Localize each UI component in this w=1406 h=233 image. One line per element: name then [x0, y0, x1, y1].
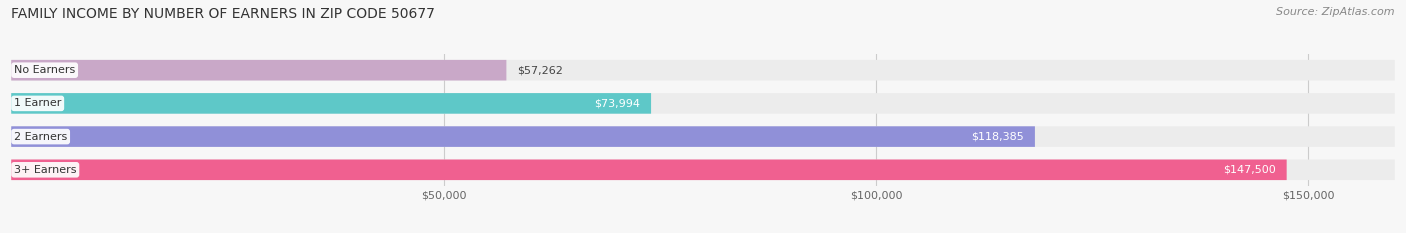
Text: Source: ZipAtlas.com: Source: ZipAtlas.com — [1277, 7, 1395, 17]
Text: $147,500: $147,500 — [1223, 165, 1275, 175]
FancyBboxPatch shape — [11, 60, 506, 80]
FancyBboxPatch shape — [11, 126, 1395, 147]
Text: $118,385: $118,385 — [972, 132, 1024, 142]
Text: $57,262: $57,262 — [517, 65, 564, 75]
FancyBboxPatch shape — [11, 160, 1286, 180]
Text: 1 Earner: 1 Earner — [14, 98, 62, 108]
FancyBboxPatch shape — [11, 93, 651, 114]
FancyBboxPatch shape — [11, 93, 1395, 114]
Text: FAMILY INCOME BY NUMBER OF EARNERS IN ZIP CODE 50677: FAMILY INCOME BY NUMBER OF EARNERS IN ZI… — [11, 7, 434, 21]
FancyBboxPatch shape — [11, 160, 1395, 180]
Text: No Earners: No Earners — [14, 65, 76, 75]
Text: 2 Earners: 2 Earners — [14, 132, 67, 142]
Text: $73,994: $73,994 — [593, 98, 640, 108]
FancyBboxPatch shape — [11, 126, 1035, 147]
Text: 3+ Earners: 3+ Earners — [14, 165, 76, 175]
FancyBboxPatch shape — [11, 60, 1395, 80]
